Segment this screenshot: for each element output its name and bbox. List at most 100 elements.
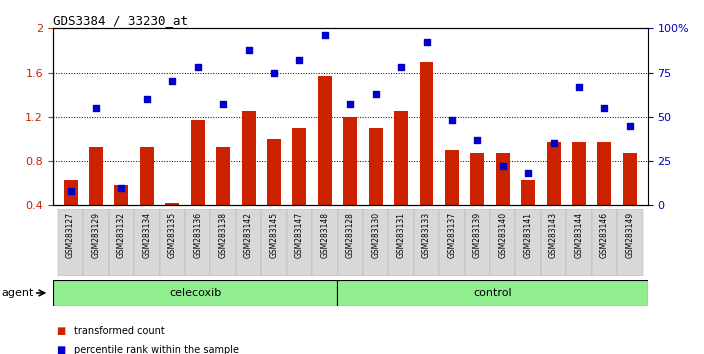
Point [370,91,382,97]
Bar [541,209,566,276]
Point [446,118,458,123]
Point [192,64,203,70]
Point [574,84,585,90]
Point [243,47,254,52]
Bar [185,209,210,276]
Bar [53,280,337,306]
Bar [420,62,434,205]
Bar [236,209,261,276]
Bar [287,209,312,276]
Text: GSM283138: GSM283138 [219,212,227,258]
Point [396,64,407,70]
Point [90,105,101,111]
Text: GSM283130: GSM283130 [371,212,380,258]
Point [294,57,305,63]
Bar [83,209,108,276]
Text: GSM283131: GSM283131 [396,212,406,258]
Bar [108,209,134,276]
Text: GSM283136: GSM283136 [193,212,202,258]
Bar [134,209,160,276]
Bar [210,209,236,276]
Text: GSM283132: GSM283132 [117,212,126,258]
Bar [496,153,510,205]
Point [116,185,127,190]
Bar [241,111,256,205]
Bar [216,147,230,205]
Text: ■: ■ [56,346,65,354]
Text: GSM283145: GSM283145 [270,212,279,258]
Text: control: control [473,288,512,298]
Text: GSM283127: GSM283127 [66,212,75,258]
Bar [337,209,363,276]
Bar [566,209,592,276]
Bar [546,142,560,205]
Text: GSM283148: GSM283148 [320,212,329,258]
Text: percentile rank within the sample: percentile rank within the sample [74,346,239,354]
Text: GSM283134: GSM283134 [142,212,151,258]
Point [522,171,534,176]
Bar [598,142,612,205]
Text: GSM283142: GSM283142 [244,212,253,258]
Point [319,33,330,38]
Text: GSM283128: GSM283128 [346,212,355,258]
Point [472,137,483,143]
Point [345,102,356,107]
Text: GSM283144: GSM283144 [574,212,584,258]
Bar [115,185,128,205]
Text: GSM283149: GSM283149 [625,212,634,258]
Point [548,141,559,146]
Bar [465,209,490,276]
Point [624,123,636,129]
Point [65,188,76,194]
Text: GSM283141: GSM283141 [524,212,533,258]
Text: GSM283133: GSM283133 [422,212,431,258]
Point [497,164,508,169]
Bar [160,209,185,276]
Text: celecoxib: celecoxib [169,288,221,298]
Bar [344,117,357,205]
Bar [445,150,459,205]
Text: ■: ■ [56,326,65,336]
Bar [369,128,383,205]
Bar [623,153,637,205]
Bar [191,120,205,205]
Bar [261,209,287,276]
Text: GSM283146: GSM283146 [600,212,609,258]
Bar [572,142,586,205]
Text: GSM283135: GSM283135 [168,212,177,258]
Bar [89,147,103,205]
Text: GSM283129: GSM283129 [92,212,101,258]
Bar [292,128,306,205]
Bar [470,153,484,205]
Bar [515,209,541,276]
Point [218,102,229,107]
Bar [267,139,281,205]
Point [142,96,153,102]
Point [167,79,178,84]
Text: GSM283139: GSM283139 [473,212,482,258]
Bar [363,209,389,276]
Bar [63,180,77,205]
Bar [337,280,648,306]
Text: GSM283137: GSM283137 [448,212,456,258]
Text: GSM283147: GSM283147 [295,212,304,258]
Bar [414,209,439,276]
Bar [394,111,408,205]
Bar [617,209,643,276]
Point [599,105,610,111]
Bar [592,209,617,276]
Text: GSM283140: GSM283140 [498,212,508,258]
Bar [140,147,154,205]
Bar [439,209,465,276]
Text: agent: agent [1,288,34,298]
Bar [312,209,337,276]
Bar [521,180,535,205]
Text: transformed count: transformed count [74,326,165,336]
Bar [389,209,414,276]
Text: GSM283143: GSM283143 [549,212,558,258]
Bar [490,209,515,276]
Text: GDS3384 / 33230_at: GDS3384 / 33230_at [53,14,188,27]
Point [421,40,432,45]
Bar [165,203,180,205]
Bar [58,209,83,276]
